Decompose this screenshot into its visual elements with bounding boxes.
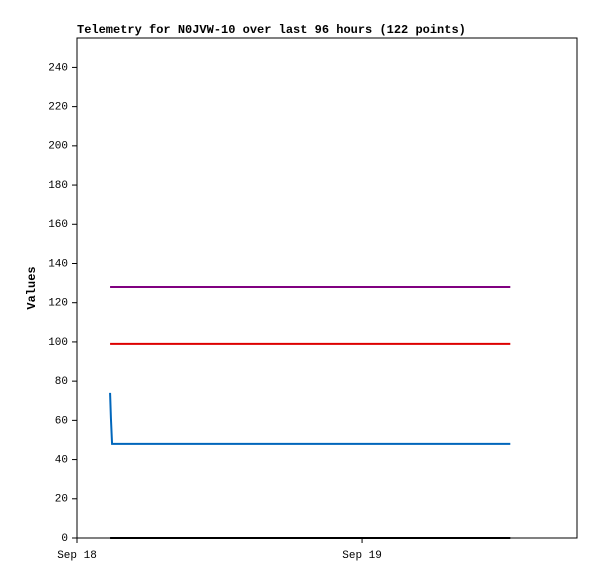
- y-tick-label: 160: [48, 219, 68, 231]
- series-line: [109, 392, 511, 445]
- chart-title: Telemetry for N0JVW-10 over last 96 hour…: [77, 23, 466, 37]
- y-tick-label: 240: [48, 62, 68, 74]
- y-tick-label: 60: [55, 415, 68, 427]
- y-tick-label: 40: [55, 454, 68, 466]
- y-tick-label: 140: [48, 258, 68, 270]
- y-tick-label: 0: [61, 533, 68, 545]
- x-tick-label: Sep 18: [57, 550, 97, 562]
- y-tick-label: 80: [55, 376, 68, 388]
- y-axis-label: Values: [25, 266, 39, 309]
- y-tick-label: 20: [55, 494, 68, 506]
- y-tick-label: 180: [48, 180, 68, 192]
- y-tick-label: 120: [48, 298, 68, 310]
- y-tick-label: 100: [48, 337, 68, 349]
- x-tick-label: Sep 19: [342, 550, 382, 562]
- y-tick-label: 220: [48, 102, 68, 114]
- y-tick-label: 200: [48, 141, 68, 153]
